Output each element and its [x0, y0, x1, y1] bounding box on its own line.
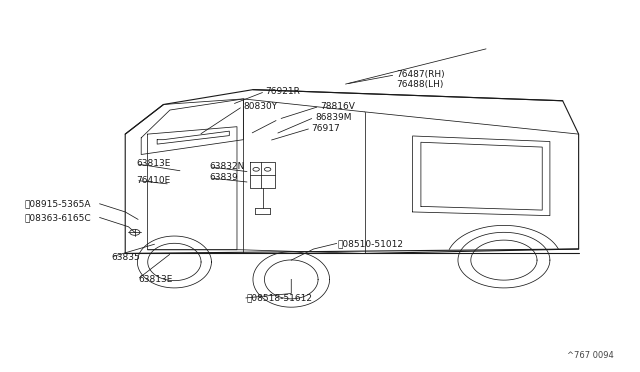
Text: Ⓣ08915-5365A: Ⓣ08915-5365A: [25, 199, 92, 208]
Text: Ⓢ08363-6165C: Ⓢ08363-6165C: [25, 213, 92, 222]
Text: 76917: 76917: [312, 124, 340, 133]
Text: 76410E: 76410E: [137, 176, 171, 185]
Text: 63813E: 63813E: [137, 159, 171, 168]
Text: 63835: 63835: [111, 253, 140, 262]
Text: 80830Y: 80830Y: [243, 102, 278, 111]
Text: Ⓣ08510-51012: Ⓣ08510-51012: [337, 239, 403, 248]
Text: 76488(LH): 76488(LH): [397, 80, 444, 89]
Text: 76921R: 76921R: [266, 87, 301, 96]
Text: 76487(RH): 76487(RH): [397, 70, 445, 79]
Text: Ⓣ08518-51612: Ⓣ08518-51612: [246, 294, 312, 302]
Text: 86839M: 86839M: [315, 113, 351, 122]
Text: ^767 0094: ^767 0094: [567, 351, 614, 360]
Text: 63832N: 63832N: [209, 162, 245, 171]
Text: 63839: 63839: [209, 173, 238, 182]
Text: 63813E: 63813E: [138, 275, 172, 284]
Text: 78816V: 78816V: [320, 102, 355, 111]
